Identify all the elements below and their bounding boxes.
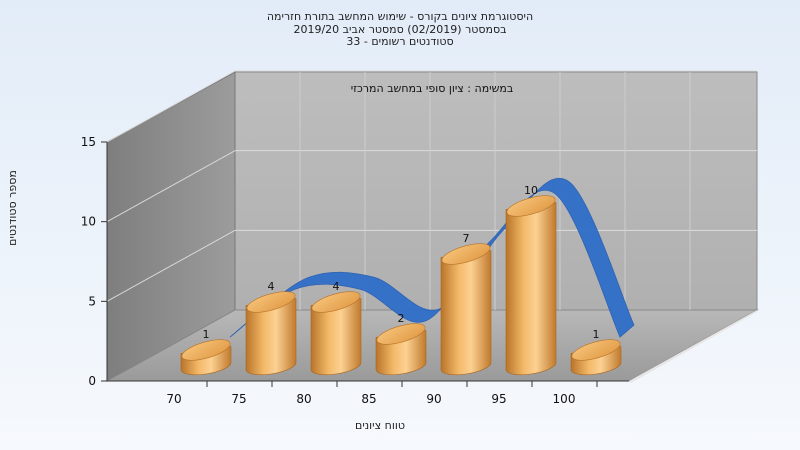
bar-top xyxy=(571,339,621,361)
bar-top xyxy=(181,339,231,361)
gridline-left xyxy=(106,150,236,223)
bar-value-label: 2 xyxy=(398,312,405,325)
chart-title-line-2: בסמסטר (02/2019) סמסטר אביב 2019/20 xyxy=(293,22,507,36)
x-tick-label: 90 xyxy=(426,392,441,406)
y-tick-label: 10 xyxy=(81,215,96,229)
chart-title-line-3: סטודנטים רשומים - 33 xyxy=(346,35,454,48)
trend-curve xyxy=(229,177,635,338)
bar: 2 xyxy=(375,312,427,376)
bar-value-label: 1 xyxy=(593,328,600,341)
x-tick-label: 80 xyxy=(296,392,311,406)
chart-title-block: היסטוגרמת ציונים בקורס - שימוש המחשב בתו… xyxy=(0,10,800,49)
x-tick-label: 70 xyxy=(166,392,181,406)
x-axis-label: טווח ציונים xyxy=(355,419,405,432)
inner-chart-title: במשימה : ציון סופי במחשב המרכזי xyxy=(351,82,514,95)
chart-title-line-1: היסטוגרמת ציונים בקורס - שימוש המחשב בתו… xyxy=(266,10,534,23)
x-tick-label: 85 xyxy=(361,392,376,406)
gridline-left xyxy=(106,229,236,302)
bar: 1 xyxy=(180,328,232,376)
bar-top xyxy=(246,291,296,313)
bar: 4 xyxy=(310,280,362,376)
y-tick-label: 5 xyxy=(88,294,96,308)
bar-value-label: 4 xyxy=(333,280,340,293)
bar-body xyxy=(440,250,492,376)
bar-value-label: 4 xyxy=(268,280,275,293)
y-tick-label: 15 xyxy=(81,135,96,149)
bar-value-label: 10 xyxy=(524,184,538,197)
bar-top xyxy=(376,323,426,345)
right-floor-edge xyxy=(629,310,757,383)
gridline-left xyxy=(106,70,236,143)
bar-top xyxy=(441,243,491,265)
bar-body xyxy=(245,298,297,376)
back-wall xyxy=(234,71,758,311)
bar: 1 xyxy=(570,328,622,376)
x-tick-label: 75 xyxy=(231,392,246,406)
bar-value-label: 7 xyxy=(463,232,470,245)
bar: 4 xyxy=(245,280,297,376)
x-tick-label: 100 xyxy=(553,392,576,406)
x-tick-label: 95 xyxy=(491,392,506,406)
bar-value-label: 1 xyxy=(203,328,210,341)
bar-top xyxy=(311,291,361,313)
bar: 7 xyxy=(440,232,492,376)
bar-top xyxy=(506,195,556,217)
bar-body xyxy=(505,202,557,376)
bar: 10 xyxy=(505,184,557,376)
y-axis-label: מספר סטודנטים xyxy=(6,170,19,246)
y-tick-label: 0 xyxy=(88,374,96,388)
bar-body xyxy=(310,298,362,376)
